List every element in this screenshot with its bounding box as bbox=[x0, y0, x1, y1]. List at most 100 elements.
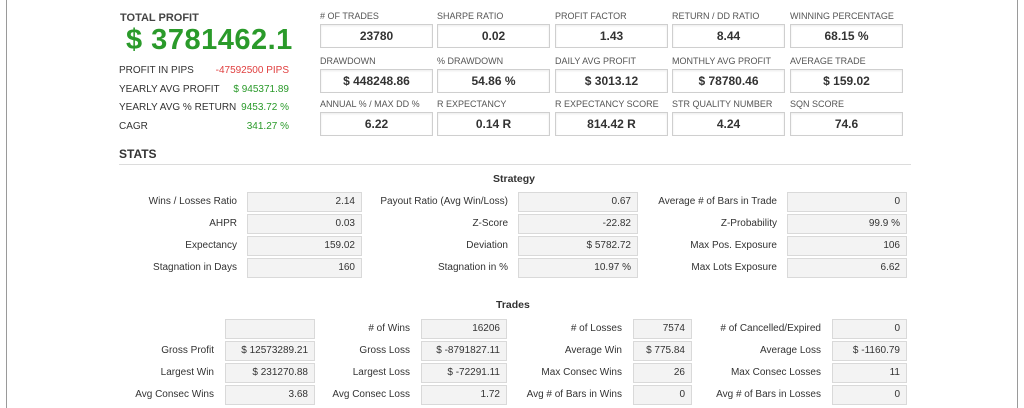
trades-value: 26 bbox=[633, 363, 692, 383]
metric-value: 6.22 bbox=[320, 112, 433, 136]
metric-label: SQN SCORE bbox=[790, 99, 845, 109]
strategy-label: Average # of Bars in Trade bbox=[658, 196, 777, 207]
strategy-value: 106 bbox=[787, 236, 907, 256]
strategy-value: 0.67 bbox=[518, 192, 638, 212]
strategy-label: AHPR bbox=[209, 218, 237, 229]
strategy-label: Deviation bbox=[466, 240, 508, 251]
metric-card: AVERAGE TRADE $ 159.02 bbox=[790, 55, 903, 93]
metric-card: DRAWDOWN $ 448248.86 bbox=[320, 55, 433, 93]
strategy-label: Payout Ratio (Avg Win/Loss) bbox=[380, 196, 508, 207]
summary-value: -47592500 PIPS bbox=[215, 65, 289, 76]
metric-value: 54.86 % bbox=[437, 69, 550, 93]
summary-label: YEARLY AVG % RETURN bbox=[119, 102, 237, 113]
strategy-value: 160 bbox=[247, 258, 362, 278]
summary-label: PROFIT IN PIPS bbox=[119, 65, 194, 76]
trades-value: 16206 bbox=[421, 319, 507, 339]
trades-label: # of Wins bbox=[368, 323, 410, 334]
trades-value: $ -1160.79 bbox=[832, 341, 907, 361]
metric-value: 4.24 bbox=[672, 112, 785, 136]
metric-label: STR QUALITY NUMBER bbox=[672, 99, 773, 109]
metric-card: % DRAWDOWN 54.86 % bbox=[437, 55, 550, 93]
metric-label: # OF TRADES bbox=[320, 11, 379, 21]
metric-card: WINNING PERCENTAGE 68.15 % bbox=[790, 10, 903, 48]
trades-value: $ 12573289.21 bbox=[225, 341, 315, 361]
metric-label: PROFIT FACTOR bbox=[555, 11, 627, 21]
strategy-label: Wins / Losses Ratio bbox=[148, 196, 237, 207]
total-profit-value: $ 3781462.1 bbox=[126, 24, 293, 56]
trades-label: Gross Profit bbox=[161, 345, 214, 356]
strategy-label: Expectancy bbox=[185, 240, 237, 251]
trades-value: $ -8791827.11 bbox=[421, 341, 507, 361]
stats-divider bbox=[119, 164, 911, 165]
metric-card: SQN SCORE 74.6 bbox=[790, 98, 903, 136]
trades-label: Average Loss bbox=[760, 345, 821, 356]
metric-value: 0.02 bbox=[437, 24, 550, 48]
trades-value: $ -72291.11 bbox=[421, 363, 507, 383]
strategy-label: Stagnation in Days bbox=[153, 262, 237, 273]
metric-label: MONTHLY AVG PROFIT bbox=[672, 56, 772, 66]
strategy-label: Z-Probability bbox=[720, 218, 777, 229]
strategy-label: Max Pos. Exposure bbox=[690, 240, 777, 251]
trades-title: Trades bbox=[496, 299, 530, 311]
metric-card: # OF TRADES 23780 bbox=[320, 10, 433, 48]
metric-value: $ 3013.12 bbox=[555, 69, 668, 93]
metric-value: 68.15 % bbox=[790, 24, 903, 48]
strategy-value: 0 bbox=[787, 192, 907, 212]
metric-label: SHARPE RATIO bbox=[437, 11, 504, 21]
summary-row: YEARLY AVG % RETURN 9453.72 % bbox=[119, 102, 289, 116]
metric-value: 23780 bbox=[320, 24, 433, 48]
summary-value: 9453.72 % bbox=[241, 102, 289, 113]
metric-label: R EXPECTANCY bbox=[437, 99, 507, 109]
strategy-label: Stagnation in % bbox=[437, 262, 508, 273]
summary-label: CAGR bbox=[119, 121, 148, 132]
metric-value: $ 78780.46 bbox=[672, 69, 785, 93]
summary-row: PROFIT IN PIPS -47592500 PIPS bbox=[119, 65, 289, 79]
metric-card: MONTHLY AVG PROFIT $ 78780.46 bbox=[672, 55, 785, 93]
strategy-label: Z-Score bbox=[472, 218, 508, 229]
strategy-value: -22.82 bbox=[518, 214, 638, 234]
metric-label: DRAWDOWN bbox=[320, 56, 376, 66]
metric-value: 74.6 bbox=[790, 112, 903, 136]
stats-title: STATS bbox=[119, 147, 157, 161]
trades-label: # of Losses bbox=[570, 323, 622, 334]
trades-value: 7574 bbox=[633, 319, 692, 339]
trades-label: Avg Consec Wins bbox=[135, 389, 214, 400]
metric-label: R EXPECTANCY SCORE bbox=[555, 99, 659, 109]
strategy-title: Strategy bbox=[493, 173, 536, 185]
trades-value: 0 bbox=[832, 319, 907, 339]
trades-label: Largest Win bbox=[160, 367, 214, 378]
metric-card: R EXPECTANCY SCORE 814.42 R bbox=[555, 98, 668, 136]
metric-label: ANNUAL % / MAX DD % bbox=[320, 99, 420, 109]
trades-value: $ 231270.88 bbox=[225, 363, 315, 383]
trades-label: Max Consec Wins bbox=[541, 367, 622, 378]
metric-card: RETURN / DD RATIO 8.44 bbox=[672, 10, 785, 48]
strategy-label: Max Lots Exposure bbox=[691, 262, 777, 273]
metric-value: 0.14 R bbox=[437, 112, 550, 136]
trades-label: Average Win bbox=[564, 345, 622, 356]
summary-label: YEARLY AVG PROFIT bbox=[119, 84, 220, 95]
metric-label: RETURN / DD RATIO bbox=[672, 11, 760, 21]
trades-label: Largest Loss bbox=[352, 367, 410, 378]
metric-label: AVERAGE TRADE bbox=[790, 56, 866, 66]
strategy-value: 10.97 % bbox=[518, 258, 638, 278]
metric-card: SHARPE RATIO 0.02 bbox=[437, 10, 550, 48]
trades-value: 3.68 bbox=[225, 385, 315, 405]
trades-value bbox=[225, 319, 315, 339]
metric-card: R EXPECTANCY 0.14 R bbox=[437, 98, 550, 136]
trades-value: $ 775.84 bbox=[633, 341, 692, 361]
summary-row: CAGR 341.27 % bbox=[119, 121, 289, 135]
trades-label: Avg # of Bars in Wins bbox=[526, 389, 622, 400]
trades-value: 11 bbox=[832, 363, 907, 383]
summary-value: 341.27 % bbox=[246, 121, 289, 132]
summary-row: YEARLY AVG PROFIT $ 945371.89 bbox=[119, 84, 289, 98]
summary-value: $ 945371.89 bbox=[233, 84, 289, 95]
metric-label: % DRAWDOWN bbox=[437, 56, 504, 66]
metric-card: ANNUAL % / MAX DD % 6.22 bbox=[320, 98, 433, 136]
strategy-value: 99.9 % bbox=[787, 214, 907, 234]
trades-label: Max Consec Losses bbox=[730, 367, 821, 378]
trades-label: # of Cancelled/Expired bbox=[720, 323, 821, 334]
trades-label: Avg # of Bars in Losses bbox=[716, 389, 821, 400]
strategy-value: 0.03 bbox=[247, 214, 362, 234]
metric-label: WINNING PERCENTAGE bbox=[790, 11, 894, 21]
metric-value: 8.44 bbox=[672, 24, 785, 48]
